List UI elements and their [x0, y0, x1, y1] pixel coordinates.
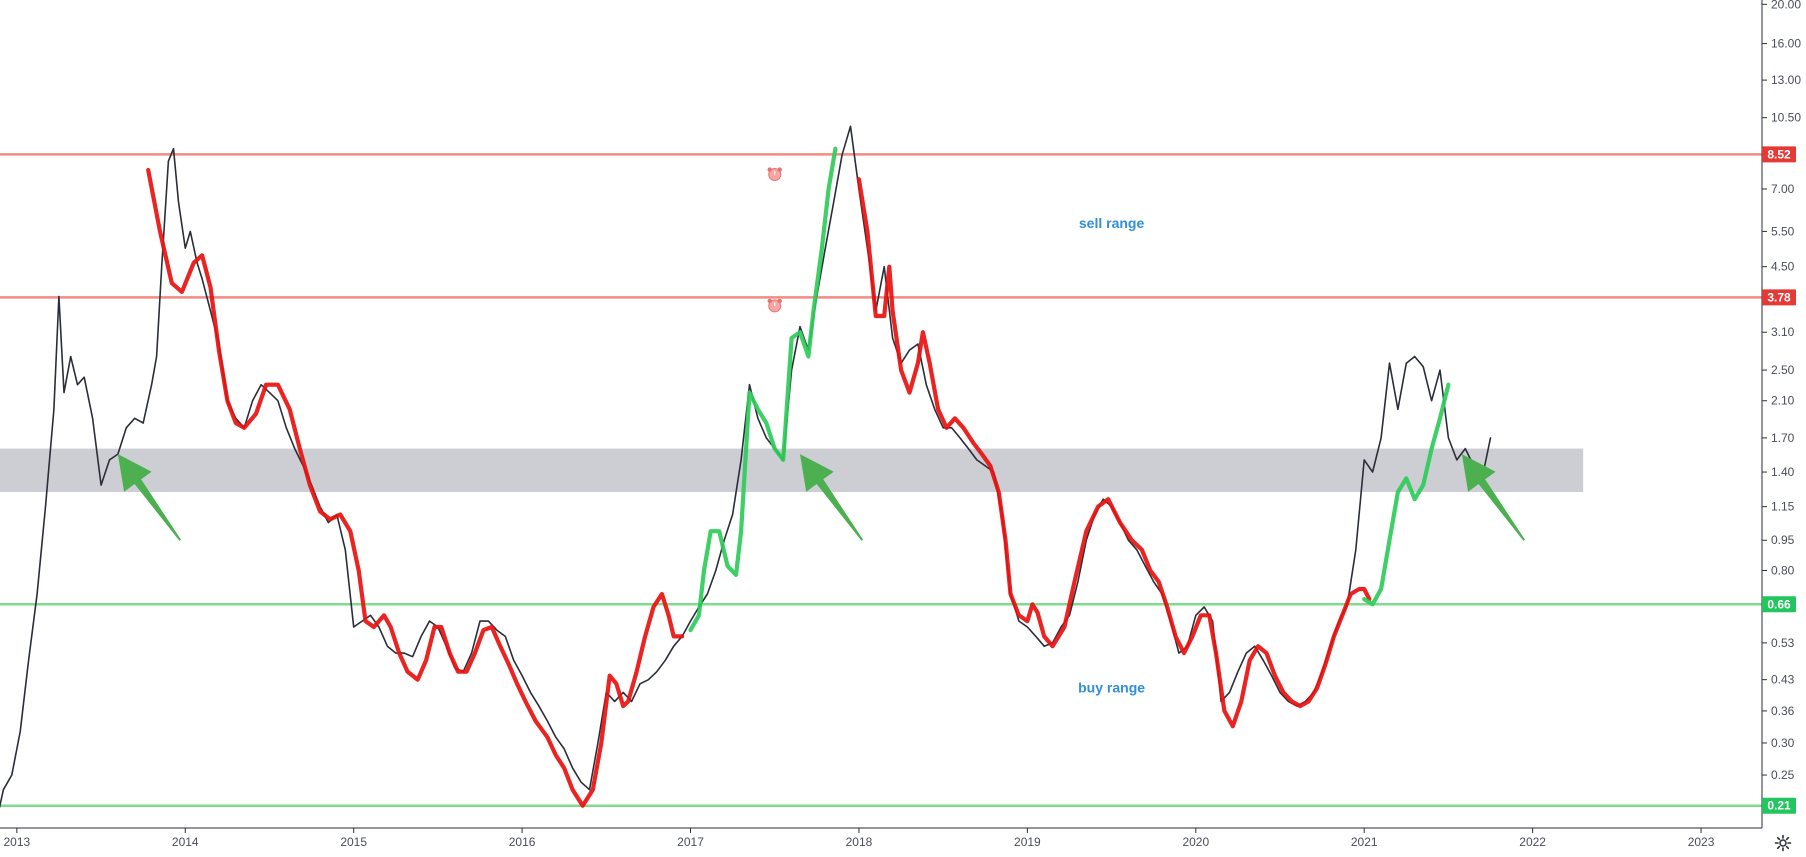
y-tick-label: 0.36 [1771, 704, 1795, 718]
y-tick-label: 2.10 [1771, 394, 1795, 408]
x-tick-label: 2023 [1688, 835, 1715, 849]
y-tick-label: 0.95 [1771, 533, 1795, 547]
y-tick-label: 16.00 [1771, 37, 1801, 51]
x-tick-label: 2013 [3, 835, 30, 849]
y-tick-label: 0.30 [1771, 736, 1795, 750]
y-tick-label: 3.10 [1771, 325, 1795, 339]
text-annotations: sell range buy range [1078, 215, 1145, 695]
x-tick-label: 2020 [1182, 835, 1209, 849]
y-tick-label: 1.40 [1771, 465, 1795, 479]
y-tick-label: 20.00 [1771, 0, 1801, 11]
price-badge-0-66: 0.66 [1762, 596, 1796, 613]
y-tick-label: 4.50 [1771, 260, 1795, 274]
x-tick-label: 2015 [340, 835, 367, 849]
arrow-annotation-1 [117, 454, 181, 541]
y-tick-label: 7.00 [1771, 182, 1795, 196]
y-tick-label: 13.00 [1771, 73, 1801, 87]
x-tick-label: 2019 [1014, 835, 1041, 849]
y-tick-label: 2.50 [1771, 363, 1795, 377]
y-tick-label: 0.43 [1771, 673, 1795, 687]
price-badge-bg [1762, 797, 1796, 814]
drawn-curve-4 [1362, 382, 1451, 607]
arrow-annotations [117, 454, 1525, 541]
price-badge-label: 0.66 [1767, 597, 1791, 611]
price-badges: 8.52 3.78 0.66 0.21 [1762, 146, 1796, 814]
x-tick-label: 2018 [846, 835, 873, 849]
alarm-clock-bell-left [767, 298, 772, 304]
x-tick-label: 2022 [1519, 835, 1546, 849]
x-tick-label: 2021 [1351, 835, 1378, 849]
alarm-clock-bell-right [777, 167, 782, 172]
sell-range-label: sell range [1079, 215, 1145, 231]
y-tick-label: 10.50 [1771, 111, 1801, 125]
price-badge-label: 3.78 [1767, 290, 1791, 304]
alarm-clock-icon[interactable] [767, 298, 782, 313]
arrow-annotation-2 [800, 454, 864, 541]
alarm-clock-bell-left [767, 167, 772, 172]
y-tick-label: 5.50 [1771, 224, 1795, 238]
y-tick-label: 0.53 [1771, 636, 1795, 650]
price-badge-0-21: 0.21 [1762, 797, 1796, 814]
price-badge-label: 0.21 [1767, 799, 1791, 813]
drawn-curve-1 [146, 167, 685, 808]
x-tick-label: 2014 [172, 835, 199, 849]
alarm-clock-icon[interactable] [767, 167, 782, 182]
alarm-clock-bell-right [777, 298, 782, 304]
y-tick-label: 0.80 [1771, 563, 1795, 577]
buy-range-label: buy range [1078, 679, 1145, 695]
alarm-markers [767, 167, 782, 313]
series-lines [0, 125, 1492, 809]
support-zone-rect [0, 448, 1584, 492]
y-tick-label: 1.70 [1771, 431, 1795, 445]
horizontal-levels [0, 153, 1762, 807]
price-badge-3-78: 3.78 [1762, 289, 1796, 306]
price-badge-bg [1762, 596, 1796, 613]
x-tick-label: 2016 [509, 835, 536, 849]
x-tick-label: 2017 [677, 835, 704, 849]
y-tick-label: 0.25 [1771, 768, 1795, 782]
y-tick-label: 1.15 [1771, 500, 1795, 514]
price-badge-bg [1762, 289, 1796, 306]
drawn-curve-2 [856, 177, 1372, 729]
support-zone [0, 448, 1584, 492]
settings-gear-icon[interactable] [1772, 832, 1794, 854]
price-badge-8-52: 8.52 [1762, 146, 1796, 163]
arrow-annotation-3 [1461, 454, 1525, 541]
price-badge-bg [1762, 146, 1796, 163]
drawn-curve-3 [688, 146, 838, 633]
price-badge-label: 8.52 [1767, 147, 1791, 161]
